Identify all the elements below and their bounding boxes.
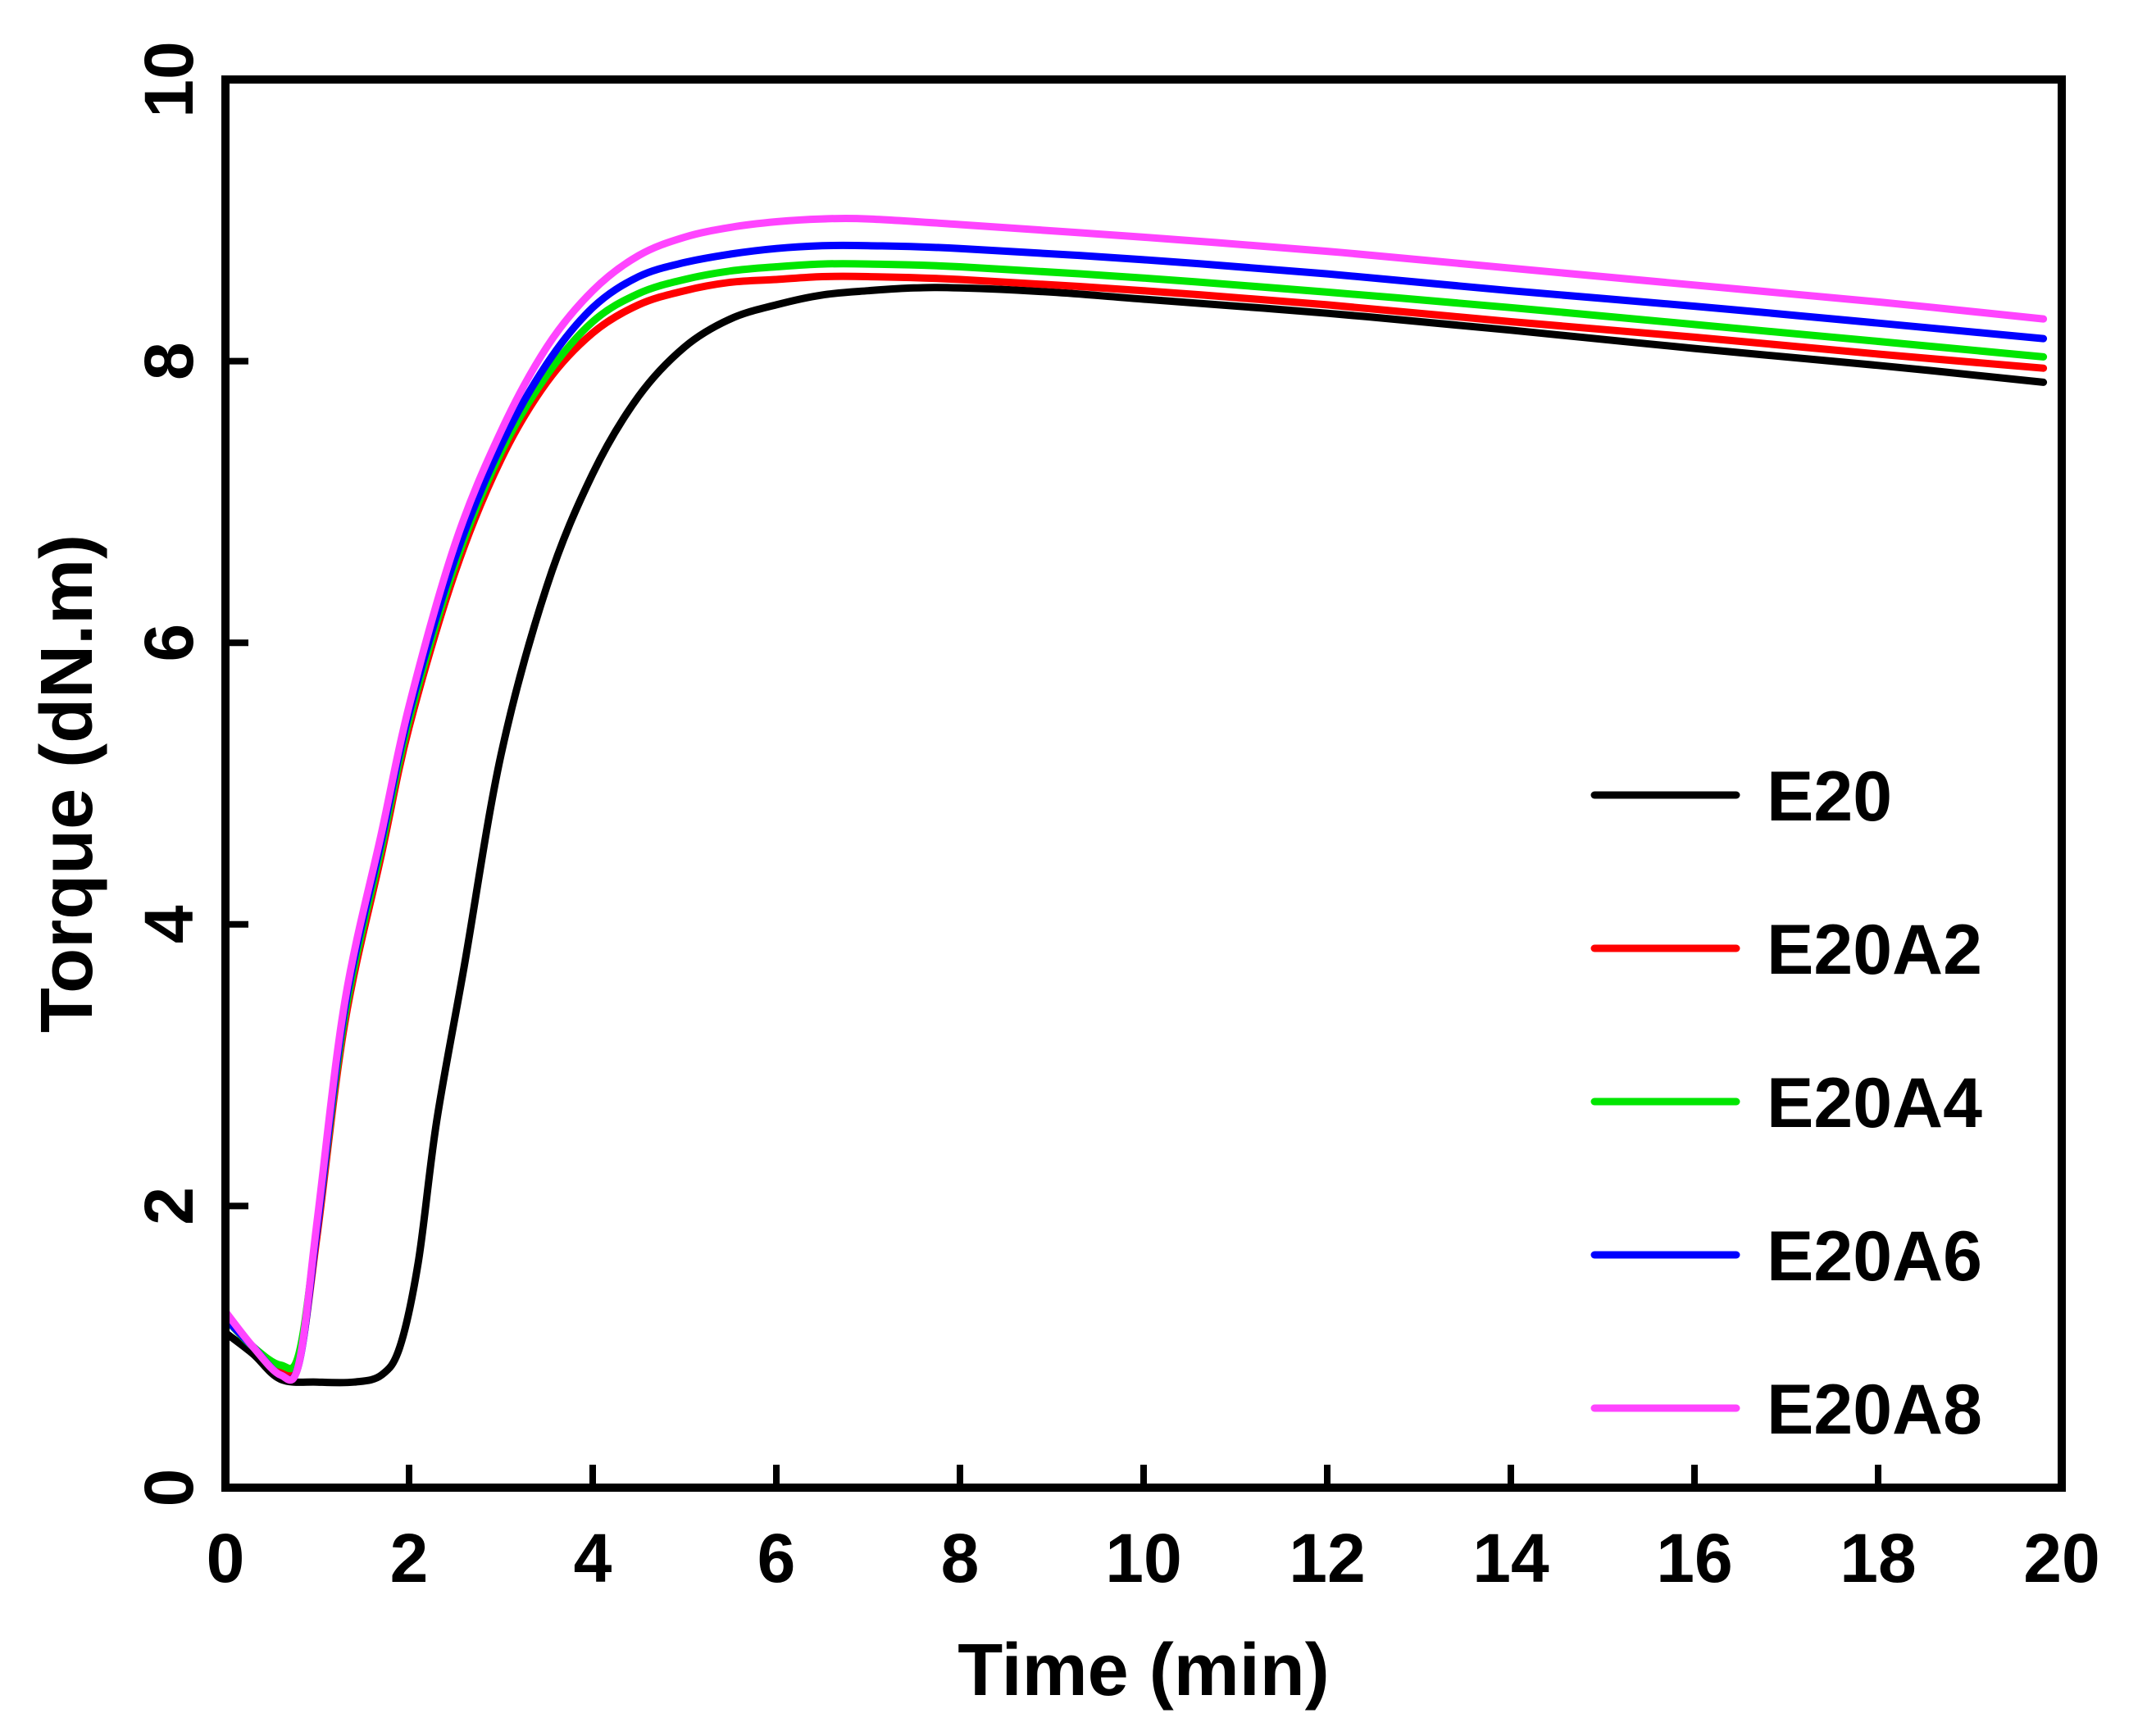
y-tick-label: 6 <box>130 624 207 662</box>
legend-label-e20: E20 <box>1767 757 1892 836</box>
y-axis-label: Torque (dN.m) <box>26 534 108 1033</box>
curves-layer <box>221 214 2048 1387</box>
series-line-e20 <box>221 284 2048 1387</box>
x-tick-label: 10 <box>1105 1520 1181 1597</box>
x-axis-ticks: 0 2 4 6 8 10 12 14 16 18 20 <box>207 1465 2100 1597</box>
x-tick-label: 2 <box>390 1520 429 1597</box>
y-tick-label: 4 <box>130 905 207 943</box>
x-axis-label: Time (min) <box>958 1629 1329 1711</box>
x-tick-label: 0 <box>207 1520 245 1597</box>
x-tick-label: 6 <box>757 1520 796 1597</box>
series-line-e20a8 <box>221 214 2048 1384</box>
y-tick-label: 10 <box>130 41 207 117</box>
legend-label-e20a6: E20A6 <box>1767 1217 1982 1296</box>
x-tick-label: 8 <box>941 1520 980 1597</box>
x-tick-label: 18 <box>1840 1520 1916 1597</box>
y-axis-ticks: 0 2 4 6 8 10 <box>130 41 248 1507</box>
legend: E20 E20A2 E20A4 E20A6 E20A8 <box>1590 757 1982 1449</box>
legend-label-e20a4: E20A4 <box>1767 1064 1982 1143</box>
legend-label-e20a2: E20A2 <box>1767 911 1982 989</box>
x-tick-label: 12 <box>1289 1520 1365 1597</box>
x-tick-label: 16 <box>1656 1520 1732 1597</box>
legend-label-e20a8: E20A8 <box>1767 1370 1982 1449</box>
x-tick-label: 20 <box>2023 1520 2099 1597</box>
y-tick-label: 8 <box>130 342 207 380</box>
x-tick-label: 14 <box>1472 1520 1549 1597</box>
y-tick-label: 0 <box>130 1469 207 1507</box>
y-tick-label: 2 <box>130 1187 207 1225</box>
x-tick-label: 4 <box>574 1520 612 1597</box>
